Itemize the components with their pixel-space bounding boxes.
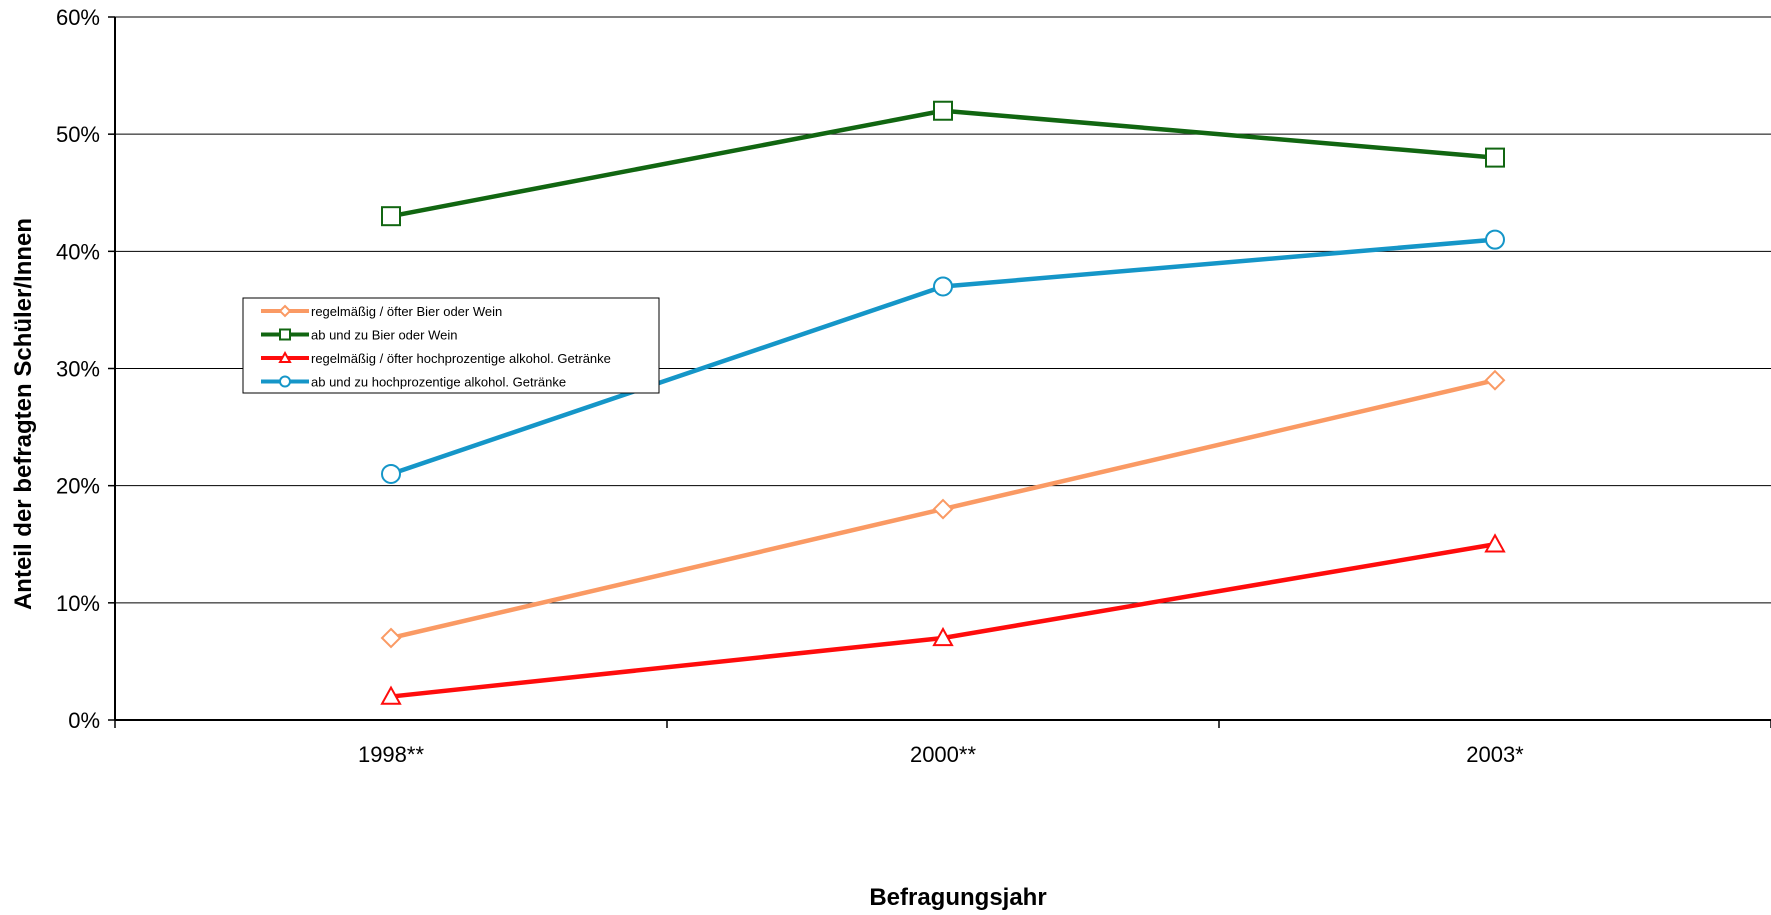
data-point-square [381,206,401,227]
data-point-diamond [380,627,402,649]
y-tick-label: 30% [56,357,100,382]
y-axis-title: Anteil der befragten Schüler/Innen [10,218,37,610]
data-point-triangle [380,685,402,705]
series-lines [390,108,1496,699]
data-point-square [1485,147,1505,168]
x-axis-title: Befragungsjahr [869,884,1046,911]
legend-label: ab und zu hochprozentige alkohol. Geträn… [311,375,566,390]
data-point-square [279,328,291,341]
data-point-circle [279,375,291,388]
axes [108,16,1771,728]
data-point-circle [933,276,953,297]
series-line [390,108,1496,219]
x-tick-label: 2000** [910,742,977,767]
data-point-diamond [278,304,292,318]
tick-labels: 0% 10% 20% 30% 40% 50% 60% 1998** 2000** 2003* [56,5,1524,767]
data-point-diamond [1484,369,1506,391]
y-tick-label: 10% [56,591,100,616]
series-markers [380,100,1506,705]
data-point-circle [1485,229,1505,250]
y-tick-label: 20% [56,474,100,499]
data-point-triangle [932,626,954,647]
legend-box [242,297,660,394]
data-point-triangle [278,350,292,363]
x-tick-label: 1998** [358,742,425,767]
y-tick-label: 40% [56,239,100,264]
y-tick-label: 0% [68,708,100,733]
legend-label: regelmäßig / öfter Bier oder Wein [311,304,502,319]
legend-label: regelmäßig / öfter hochprozentige alkoho… [311,351,611,366]
y-tick-label: 60% [56,5,100,30]
x-tick-label: 2003* [1466,742,1524,767]
legend-label: ab und zu Bier oder Wein [311,328,457,343]
data-point-triangle [1484,533,1506,553]
data-point-diamond [932,498,954,520]
data-point-circle [381,463,401,484]
y-tick-label: 50% [56,122,100,147]
legend: regelmäßig / öfter Bier oder Wein ab und … [242,297,660,394]
data-point-square [933,100,953,121]
series-line [390,542,1496,699]
